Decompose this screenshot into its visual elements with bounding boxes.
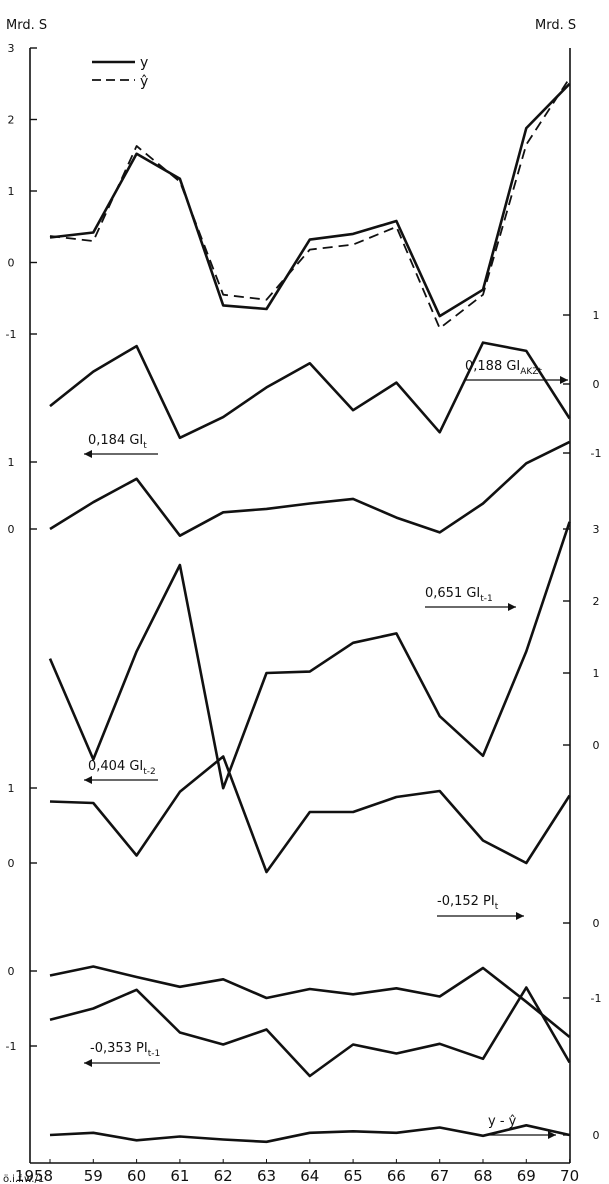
panel-gi-t: 1 0 0,184 GIt — [8, 433, 571, 538]
arrow-head — [84, 776, 92, 784]
series-label: 0,404 GIt-2 — [88, 759, 156, 777]
legend-yhat-label: ŷ — [140, 74, 148, 90]
x-tick-label: 66 — [387, 1167, 406, 1184]
unit-left: Mrd. S — [6, 18, 47, 33]
y-tick-label: 0 — [593, 378, 600, 391]
x-tick-label: 68 — [473, 1167, 492, 1184]
y-tick-label: 3 — [593, 523, 600, 536]
series-line — [48, 521, 571, 790]
y-tick-label: 0 — [593, 739, 600, 752]
x-tick-label: 1958 — [15, 1167, 53, 1184]
y-tick-label: 0 — [8, 857, 15, 870]
series-line — [49, 440, 571, 538]
chart-panels: 3 2 1 0 -1 1 0 -1 0,188 GIAKZt 1 0 0,184 GIt 3 2 1 0 0,6… — [6, 42, 602, 1144]
panel-pi-t: 0 -1 -0,152 PIt — [49, 894, 602, 1039]
y-tick-label: -1 — [591, 447, 602, 460]
series-line — [49, 341, 571, 440]
y-tick-label: 0 — [593, 1129, 600, 1142]
arrow-head — [548, 1131, 556, 1139]
series-label: 0,188 GIAKZt — [465, 359, 542, 377]
panel-gi-akz: 1 0 -1 0,188 GIAKZt — [49, 309, 602, 460]
series-line — [49, 82, 571, 318]
series-label: y - ŷ — [488, 1114, 517, 1129]
y-tick-label: 0 — [8, 965, 15, 978]
x-tick-label: 62 — [214, 1167, 233, 1184]
series-label: -0,152 PIt — [437, 894, 499, 912]
x-tick-label: 70 — [560, 1167, 579, 1184]
y-tick-label: 2 — [8, 114, 15, 127]
x-tick-label: 65 — [344, 1167, 363, 1184]
series-line — [49, 755, 571, 874]
series-label: 0,184 GIt — [88, 433, 147, 451]
arrow-head — [516, 912, 524, 920]
panel-gi-t-1: 3 2 1 0 0,651 GIt-1 — [48, 521, 600, 790]
y-tick-label: 1 — [8, 456, 15, 469]
series-label: -0,353 PIt-1 — [90, 1041, 160, 1059]
y-tick-label: 0 — [593, 917, 600, 930]
x-tick-label: 59 — [84, 1167, 103, 1184]
series-line — [49, 986, 571, 1078]
panel-pi-t-1: 0 -1 -0,353 PIt-1 — [6, 965, 571, 1078]
y-tick-label: 0 — [8, 523, 15, 536]
y-tick-label: -1 — [6, 328, 17, 341]
x-tick-label: 61 — [170, 1167, 189, 1184]
arrow-head — [508, 603, 516, 611]
x-tick-label: 63 — [257, 1167, 276, 1184]
series-label: 0,651 GIt-1 — [425, 586, 493, 604]
x-tick-label: 69 — [517, 1167, 536, 1184]
unit-right: Mrd. S — [535, 18, 576, 33]
series-line — [49, 965, 571, 1039]
y-tick-label: 0 — [8, 257, 15, 270]
x-tick-label: 60 — [127, 1167, 146, 1184]
panel-gi-t-2: 1 0 0,404 GIt-2 — [8, 755, 571, 874]
y-tick-label: 1 — [8, 782, 15, 795]
legend-y-label: y — [140, 55, 148, 71]
legend: y ŷ — [92, 55, 148, 90]
panel-y-yhat: 3 2 1 0 -1 — [6, 42, 571, 341]
x-tick-label: 64 — [300, 1167, 319, 1184]
y-tick-label: 3 — [8, 42, 15, 55]
footer-note: ö.i.f.w./1 — [3, 1174, 44, 1184]
y-tick-label: 1 — [8, 185, 15, 198]
y-tick-label: 1 — [593, 309, 600, 322]
series-line — [49, 77, 571, 330]
series-line — [49, 1124, 570, 1144]
x-axis-labels: 1958 59 60 61 62 63 64 65 66 67 68 69 70 — [15, 1159, 579, 1184]
y-tick-label: -1 — [591, 992, 602, 1005]
arrow-head — [560, 376, 568, 384]
arrow-head — [84, 450, 92, 458]
y-tick-label: 2 — [593, 595, 600, 608]
arrow-head — [84, 1059, 92, 1067]
x-tick-label: 67 — [430, 1167, 449, 1184]
y-tick-label: 1 — [593, 667, 600, 680]
panel-residual: 0 y - ŷ — [49, 1114, 600, 1144]
y-tick-label: -1 — [6, 1040, 17, 1053]
